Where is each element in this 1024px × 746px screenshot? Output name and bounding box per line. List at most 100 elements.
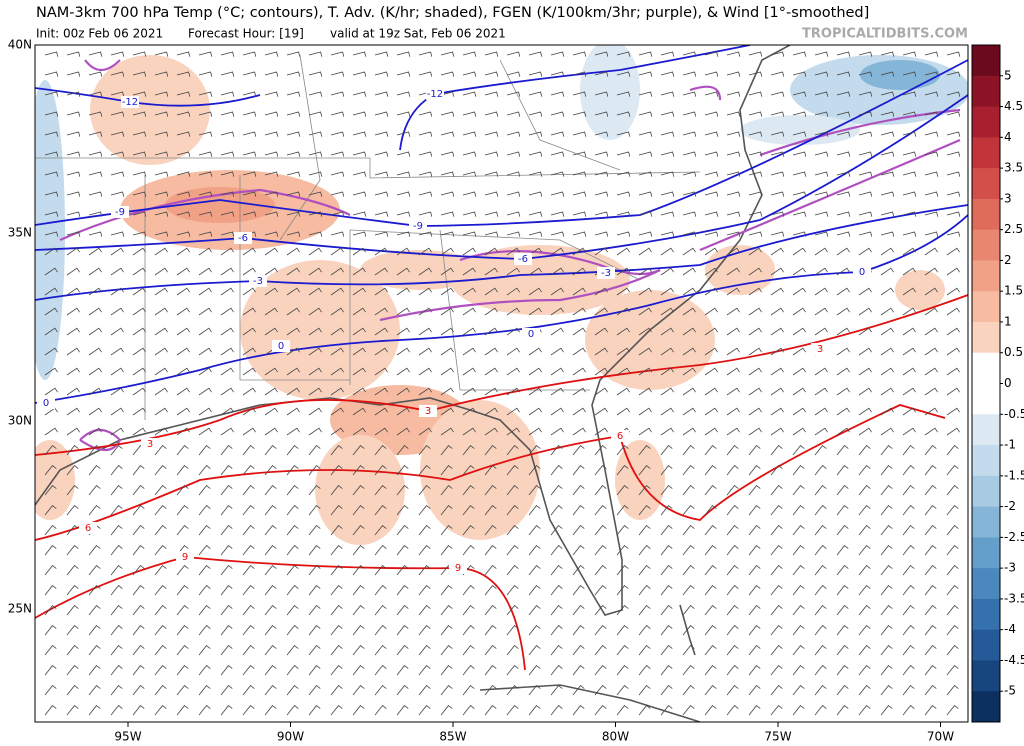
barb bbox=[44, 191, 59, 197]
barb bbox=[572, 131, 587, 137]
barb bbox=[748, 71, 763, 77]
barb bbox=[506, 685, 519, 696]
barb bbox=[902, 565, 915, 576]
barb bbox=[946, 387, 960, 396]
barb bbox=[198, 71, 213, 77]
barb bbox=[44, 131, 59, 137]
barb bbox=[462, 387, 476, 396]
barb bbox=[44, 287, 58, 296]
barb bbox=[638, 151, 653, 157]
barb bbox=[418, 247, 432, 256]
barb bbox=[110, 171, 125, 177]
barb bbox=[704, 347, 718, 356]
barb bbox=[660, 705, 673, 716]
barb bbox=[792, 367, 806, 376]
barb bbox=[132, 367, 146, 376]
barb bbox=[66, 111, 81, 117]
barb bbox=[748, 625, 761, 636]
barb bbox=[220, 151, 235, 157]
barb bbox=[946, 605, 959, 616]
barb bbox=[66, 307, 80, 316]
barb bbox=[726, 585, 739, 596]
barb bbox=[132, 505, 145, 516]
barb bbox=[330, 445, 343, 456]
barb bbox=[902, 705, 915, 716]
barb bbox=[616, 605, 629, 616]
barb bbox=[902, 327, 916, 336]
barb bbox=[198, 347, 212, 356]
barb bbox=[286, 625, 299, 636]
barb bbox=[946, 585, 959, 596]
barb bbox=[858, 211, 873, 217]
barb bbox=[462, 445, 475, 456]
barb bbox=[374, 685, 387, 696]
barb bbox=[836, 327, 850, 336]
barb bbox=[550, 427, 564, 436]
barb bbox=[374, 367, 388, 376]
barb bbox=[484, 705, 497, 716]
barb bbox=[638, 367, 652, 376]
barb bbox=[44, 111, 59, 117]
barb bbox=[506, 307, 520, 316]
barb bbox=[594, 211, 609, 217]
barb bbox=[198, 445, 211, 456]
barb bbox=[660, 387, 674, 396]
barb bbox=[132, 131, 147, 137]
barb bbox=[308, 247, 322, 256]
contour-label: -6 bbox=[518, 254, 528, 265]
forecast-hour: Forecast Hour: [19] bbox=[188, 27, 304, 41]
barb bbox=[770, 387, 784, 396]
barb bbox=[286, 267, 300, 276]
barb bbox=[836, 211, 851, 217]
barb bbox=[880, 191, 895, 197]
barb bbox=[924, 307, 938, 316]
barb bbox=[902, 485, 915, 496]
barb bbox=[902, 625, 915, 636]
barb bbox=[308, 585, 321, 596]
barb bbox=[748, 231, 763, 237]
contour-label: -3 bbox=[253, 276, 263, 287]
barb bbox=[176, 211, 191, 217]
barb bbox=[198, 307, 212, 316]
barb bbox=[506, 151, 521, 157]
barb bbox=[110, 267, 124, 276]
barb bbox=[286, 505, 299, 516]
barb bbox=[748, 247, 762, 256]
barb bbox=[352, 171, 367, 177]
barb bbox=[242, 71, 257, 77]
barb bbox=[176, 51, 191, 57]
barb bbox=[550, 565, 563, 576]
contour-label-bg bbox=[853, 266, 871, 278]
barb bbox=[704, 585, 717, 596]
barb bbox=[506, 111, 521, 117]
barb bbox=[396, 427, 410, 436]
barb bbox=[616, 71, 631, 77]
barb bbox=[110, 71, 125, 77]
barb bbox=[770, 645, 783, 656]
barb bbox=[132, 287, 146, 296]
barb bbox=[352, 211, 367, 217]
barb bbox=[946, 665, 959, 676]
barb bbox=[902, 191, 917, 197]
barb bbox=[176, 685, 189, 696]
barb bbox=[286, 131, 301, 137]
barb bbox=[748, 307, 762, 316]
barb bbox=[836, 665, 849, 676]
barb bbox=[616, 91, 631, 97]
barb bbox=[924, 407, 938, 416]
barb bbox=[946, 151, 961, 157]
barb bbox=[638, 71, 653, 77]
barb bbox=[484, 387, 498, 396]
barb bbox=[946, 287, 960, 296]
barb bbox=[198, 367, 212, 376]
contour-label-bg bbox=[37, 397, 55, 409]
colorbar-bin bbox=[972, 137, 1000, 169]
barb bbox=[264, 171, 279, 177]
barb bbox=[792, 565, 805, 576]
barb bbox=[946, 347, 960, 356]
contour-label: -3 bbox=[601, 268, 611, 279]
barb bbox=[110, 445, 123, 456]
barb bbox=[154, 191, 169, 197]
colorbar-bin bbox=[972, 598, 1000, 631]
barb bbox=[330, 545, 343, 556]
